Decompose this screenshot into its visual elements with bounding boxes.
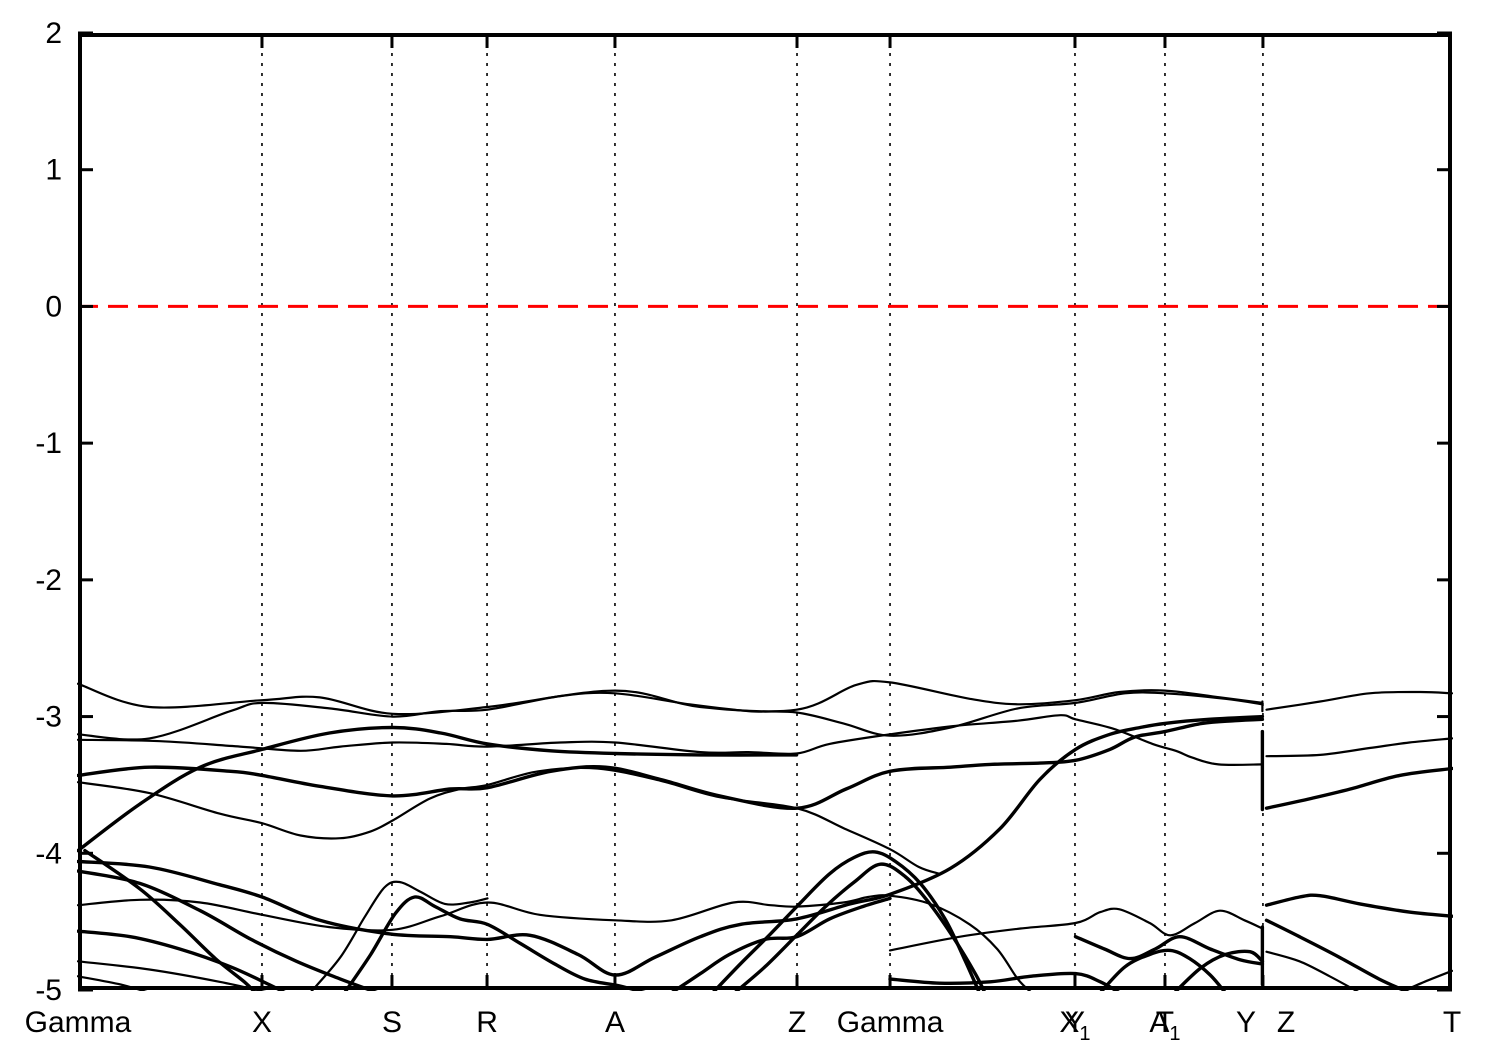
plot-border-rect: [78, 33, 1452, 990]
band-l6: [77, 929, 286, 991]
k-label-overlay-T: T: [1156, 1006, 1174, 1039]
band-m1: [310, 880, 489, 991]
band-r3: [1264, 766, 1453, 810]
band-r5: [1264, 918, 1410, 991]
y-tick-label-0: 0: [45, 290, 62, 323]
band-arch1: [712, 850, 981, 991]
band-b5: [77, 766, 941, 875]
band-m3: [671, 896, 892, 991]
k-label-Z: Z: [1277, 1006, 1295, 1039]
k-label-Z: Z: [788, 1006, 806, 1039]
y-tick-label--1: -1: [35, 427, 62, 460]
y-tick-label--2: -2: [35, 564, 62, 597]
band-l5: [77, 894, 1032, 991]
axis-tick-marks: [78, 31, 1452, 992]
x-axis-kpoint-labels: Gamma X S R A Z Gamma X1Y A1T Y Z T: [25, 1006, 1462, 1045]
k-label-R: R: [476, 1006, 498, 1039]
energy-bands: [77, 679, 1453, 991]
band-r6: [1265, 950, 1360, 991]
band-l3: [77, 869, 378, 991]
band-r2: [1265, 737, 1453, 758]
band-r7: [1400, 969, 1453, 991]
band-b1: [77, 679, 1264, 716]
band-m1b: [343, 895, 646, 991]
band-n3: [888, 907, 1264, 952]
y-tick-label--4: -4: [35, 837, 62, 870]
band-n1: [1099, 948, 1227, 991]
y-axis-tick-labels: 2 1 0 -1 -2 -3 -4 -5: [35, 17, 62, 1007]
y-tick-label-2: 2: [45, 17, 62, 50]
band-arch2: [734, 862, 986, 991]
band-n2: [1173, 949, 1265, 991]
k-label-A: A: [605, 1006, 625, 1039]
band-r1: [1265, 690, 1453, 711]
band-b4: [77, 717, 1265, 810]
band-n4: [1073, 935, 1265, 966]
band-l2: [77, 714, 1265, 977]
band-l8: [77, 975, 148, 991]
k-label-S: S: [382, 1006, 402, 1039]
k-point-gridlines: [261, 33, 1264, 990]
k-label-X1: X1: [1059, 1006, 1090, 1045]
k-label-Gamma: Gamma: [837, 1006, 944, 1039]
plot-border: [78, 33, 1452, 990]
k-label-Gamma: Gamma: [25, 1006, 132, 1039]
band-b2: [77, 691, 1264, 741]
k-label-T: T: [1443, 1006, 1461, 1039]
y-tick-label--3: -3: [35, 701, 62, 734]
y-tick-label-1: 1: [45, 154, 62, 187]
band-r4: [1264, 893, 1453, 918]
y-tick-label--5: -5: [35, 974, 62, 1007]
k-label-X: X: [252, 1006, 272, 1039]
band-l4: [83, 848, 256, 991]
k-label-A1: A1: [1149, 1006, 1180, 1045]
band-l1: [77, 725, 799, 853]
k-label-overlay-Y: Y: [1065, 1006, 1085, 1039]
band-n5: [888, 971, 1120, 991]
k-label-Y: Y: [1236, 1006, 1256, 1039]
